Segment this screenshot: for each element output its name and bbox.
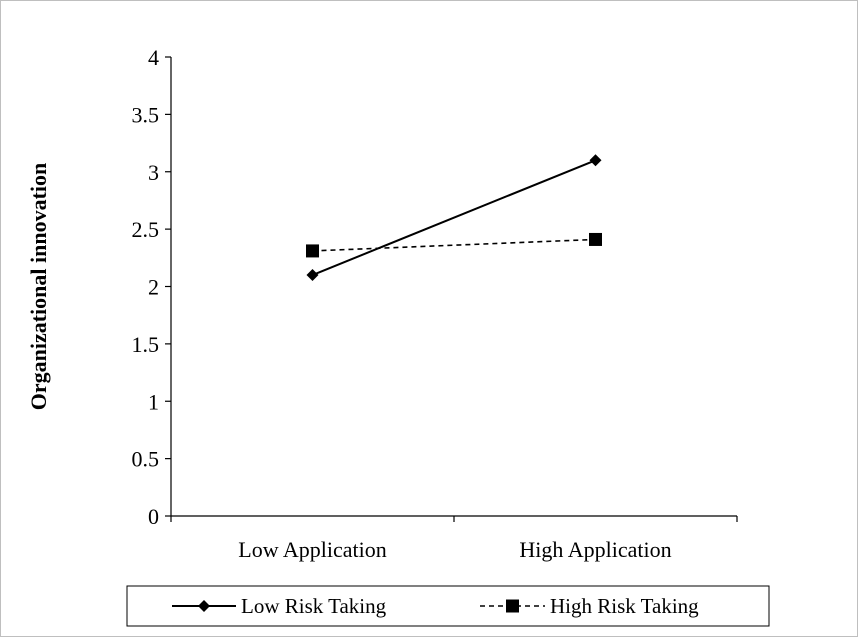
data-point-marker bbox=[306, 244, 319, 258]
legend: Low Risk Taking High Risk Taking bbox=[126, 585, 770, 627]
legend-box bbox=[126, 585, 770, 627]
legend-marker bbox=[506, 599, 519, 613]
x-category-label: Low Application bbox=[238, 537, 386, 562]
series-line-low-risk-taking bbox=[312, 159, 596, 276]
y-tick-label: 0 bbox=[148, 504, 159, 529]
x-category-labels: Low Application High Application bbox=[238, 537, 671, 562]
y-tick-label: 3 bbox=[148, 160, 159, 185]
legend-marker bbox=[198, 600, 210, 612]
y-tick-label: 2 bbox=[148, 275, 159, 300]
y-tick-label: 2.5 bbox=[132, 217, 160, 242]
data-point-marker bbox=[306, 269, 319, 282]
legend-label: High Risk Taking bbox=[550, 594, 699, 618]
y-axis-title: Organizational innovation bbox=[26, 163, 51, 411]
y-tick-label: 1.5 bbox=[132, 332, 160, 357]
y-tick-label: 4 bbox=[148, 45, 159, 70]
legend-label: Low Risk Taking bbox=[241, 594, 387, 618]
data-point-marker bbox=[589, 154, 602, 167]
y-tick-label: 3.5 bbox=[132, 102, 160, 127]
y-tick-label: 0.5 bbox=[132, 447, 160, 472]
x-category-label: High Application bbox=[519, 537, 671, 562]
series-line-high-risk-taking bbox=[312, 238, 596, 252]
data-point-marker bbox=[589, 232, 602, 246]
y-tick-label: 1 bbox=[148, 389, 159, 414]
series bbox=[306, 154, 602, 282]
y-tick-labels: 0 0.5 1 1.5 2 2.5 3 3.5 4 bbox=[132, 45, 160, 529]
axes bbox=[165, 56, 738, 522]
